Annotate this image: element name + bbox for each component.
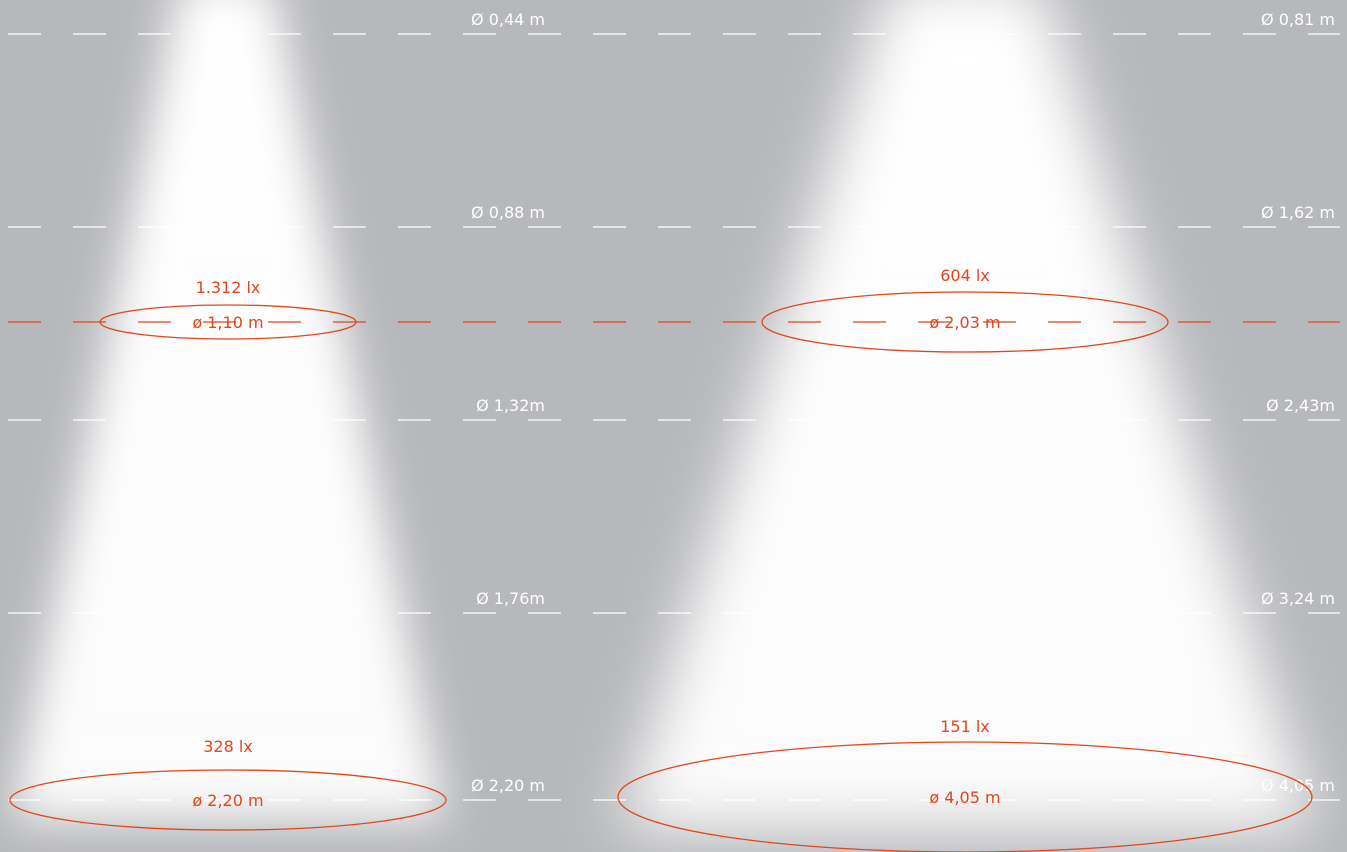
diameter-label: Ø 1,32m [476,396,545,415]
spot-ellipse [99,304,357,340]
lux-label: 604 lx [940,266,990,285]
diameter-label: Ø 0,81 m [1261,10,1335,29]
labels: Ø 0,44 m Ø 0,88 m Ø 1,32m Ø 1,76m Ø 2,20 m 1.… [9,10,1335,852]
beam-left [12,0,445,820]
diameter-label: Ø 4,05 m [1261,776,1335,795]
spot-diameter: ø 4,05 m [929,788,1000,807]
lux-label: 328 lx [203,737,253,756]
lux-label: 151 lx [940,717,990,736]
spot-ellipse [9,769,447,831]
diameter-label: Ø 1,76m [476,589,545,608]
spot-diameter: ø 1,10 m [192,313,263,332]
diameter-label: Ø 3,24 m [1261,589,1335,608]
spot-ellipse [617,741,1313,852]
spot-diameter: ø 2,03 m [929,313,1000,332]
beam-right [620,0,1315,830]
diameter-label: Ø 2,43m [1266,396,1335,415]
diameter-label: Ø 0,88 m [471,203,545,222]
spot-ellipse [761,291,1169,353]
level-lines [8,33,1340,801]
lux-label: 1.312 lx [196,278,261,297]
diameter-label: Ø 0,44 m [471,10,545,29]
diameter-label: Ø 1,62 m [1261,203,1335,222]
spot-diameter: ø 2,20 m [192,791,263,810]
diameter-label: Ø 2,20 m [471,776,545,795]
